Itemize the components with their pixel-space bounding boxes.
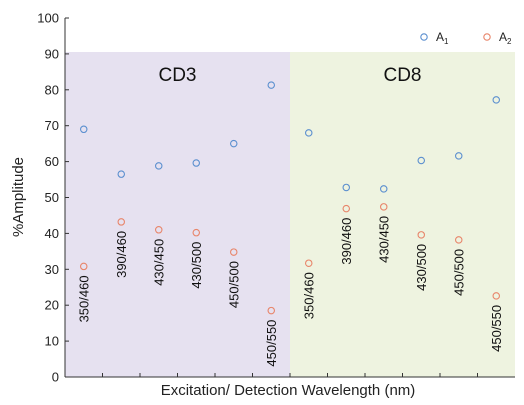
- point-cd8-a2-0: [304, 259, 313, 267]
- panel-background-cd3: [65, 52, 290, 377]
- category-label-cd3-5: 450/550: [264, 320, 279, 367]
- point-cd8-a1-4: [454, 152, 463, 160]
- category-label-cd3-2: 430/450: [151, 239, 166, 286]
- point-cd8-a1-5: [492, 96, 500, 104]
- y-tick-label: 70: [45, 118, 59, 133]
- category-label-cd3-3: 430/500: [189, 242, 204, 289]
- point-cd3-a1-0: [80, 125, 88, 134]
- legend: A1 A2: [420, 30, 512, 46]
- point-cd8-a2-2: [379, 203, 388, 211]
- point-cd3-a1-5: [267, 81, 275, 89]
- point-cd8-a1-3: [417, 156, 425, 165]
- category-label-cd8-5: 450/550: [489, 305, 504, 352]
- point-cd3-a2-4: [230, 248, 238, 256]
- point-cd8-a2-1: [342, 204, 350, 213]
- point-cd3-a1-4: [230, 139, 238, 148]
- point-cd3-a2-0: [80, 262, 88, 271]
- point-cd8-a2-5: [492, 292, 500, 300]
- y-tick-label: 80: [45, 82, 59, 97]
- category-label-cd8-0: 350/460: [301, 272, 316, 319]
- category-label-cd8-3: 430/500: [414, 244, 429, 291]
- y-tick-label: 20: [45, 298, 59, 313]
- point-cd8-a1-2: [379, 185, 388, 193]
- point-cd3-a1-2: [155, 162, 163, 170]
- legend-label-a1: A1: [436, 30, 449, 46]
- category-label-cd3-1: 390/460: [114, 231, 129, 278]
- y-tick-label: 100: [37, 11, 59, 26]
- y-tick-label: 10: [45, 334, 59, 349]
- point-cd3-a1-1: [117, 170, 126, 178]
- category-label-cd8-1: 390/460: [339, 218, 354, 265]
- y-tick-label: 40: [45, 226, 59, 241]
- point-cd8-a2-4: [454, 236, 463, 244]
- point-cd3-a1-3: [192, 159, 201, 167]
- panel-backgrounds: CD3 CD8: [65, 52, 515, 377]
- legend-marker-a1: [420, 33, 428, 41]
- category-label-cd3-0: 350/460: [76, 275, 91, 322]
- data-points: [80, 81, 500, 315]
- legend-marker-a2: [483, 33, 491, 41]
- axes: 0 10 20 30 40 50 60 70 80 90 100: [37, 11, 515, 385]
- y-axis-title: %Amplitude: [10, 157, 27, 237]
- point-cd3-a2-2: [155, 226, 163, 234]
- point-cd3-a2-1: [117, 218, 126, 226]
- category-labels: 350/460 390/460 430/450 430/500 450/500 450/5…: [76, 216, 504, 367]
- y-tick-label: 30: [45, 262, 59, 277]
- x-axis-title: Excitation/ Detection Wavelength (nm): [161, 382, 416, 399]
- category-label-cd8-4: 450/500: [451, 249, 466, 296]
- panel-label-cd3: CD3: [158, 65, 196, 86]
- y-tick-label: 90: [45, 46, 59, 61]
- point-cd3-a2-5: [267, 306, 275, 315]
- y-tick-label: 0: [52, 370, 59, 385]
- y-tick-label: 50: [45, 190, 59, 205]
- point-cd8-a2-3: [417, 231, 425, 239]
- point-cd3-a2-3: [192, 228, 201, 237]
- y-tick-label: 60: [45, 154, 59, 169]
- category-label-cd8-2: 430/450: [376, 216, 391, 263]
- panel-background-cd8: [290, 52, 515, 377]
- point-cd8-a1-0: [304, 129, 313, 137]
- panel-label-cd8: CD8: [383, 65, 421, 86]
- legend-label-a2: A2: [499, 30, 512, 46]
- point-cd8-a1-1: [342, 183, 350, 192]
- category-label-cd3-4: 450/500: [226, 261, 241, 308]
